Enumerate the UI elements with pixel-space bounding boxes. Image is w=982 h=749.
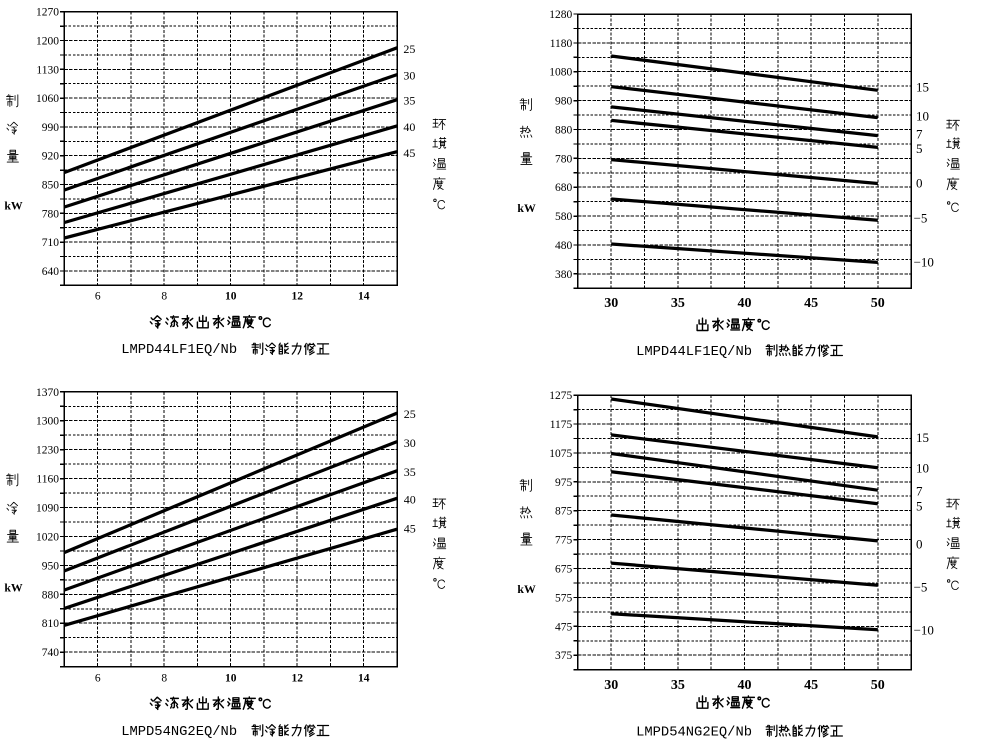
svg-text:680: 680: [555, 182, 573, 194]
svg-text:8: 8: [161, 673, 167, 685]
svg-text:45: 45: [404, 522, 416, 536]
svg-text:1090: 1090: [36, 503, 59, 515]
svg-text:1080: 1080: [549, 67, 572, 79]
svg-text:580: 580: [555, 211, 573, 223]
svg-text:10: 10: [916, 108, 929, 123]
svg-text:40: 40: [738, 678, 752, 693]
svg-text:6: 6: [95, 673, 101, 685]
svg-text:kW: kW: [517, 582, 536, 596]
svg-text:575: 575: [555, 592, 573, 604]
svg-text:850: 850: [42, 180, 60, 192]
svg-text:1270: 1270: [36, 7, 59, 19]
svg-text:35: 35: [403, 93, 415, 107]
svg-text:880: 880: [555, 125, 573, 137]
svg-text:775: 775: [555, 535, 573, 547]
svg-text:1370: 1370: [36, 387, 59, 399]
svg-text:1275: 1275: [549, 390, 572, 402]
svg-text:40: 40: [403, 120, 415, 134]
svg-text:25: 25: [404, 407, 416, 421]
svg-text:480: 480: [555, 240, 573, 252]
svg-text:50: 50: [871, 678, 885, 693]
svg-text:780: 780: [555, 153, 573, 165]
svg-text:5: 5: [916, 498, 923, 513]
svg-text:1230: 1230: [36, 445, 59, 457]
svg-text:35: 35: [671, 296, 685, 311]
svg-text:30: 30: [404, 436, 416, 450]
svg-text:LMPD54NG2EQ/Nb: LMPD54NG2EQ/Nb: [636, 724, 752, 740]
svg-text:−5: −5: [914, 210, 928, 225]
svg-text:14: 14: [358, 291, 370, 303]
svg-text:10: 10: [225, 673, 237, 685]
svg-text:1160: 1160: [36, 474, 59, 486]
svg-text:30: 30: [604, 296, 618, 311]
svg-text:45: 45: [403, 146, 415, 160]
svg-text:375: 375: [555, 650, 573, 662]
svg-text:15: 15: [916, 80, 929, 95]
svg-text:40: 40: [738, 296, 752, 311]
svg-text:10: 10: [916, 460, 929, 475]
svg-text:1060: 1060: [36, 93, 59, 105]
svg-text:0: 0: [916, 536, 923, 551]
svg-text:640: 640: [42, 266, 60, 278]
svg-text:LMPD54NG2EQ/Nb: LMPD54NG2EQ/Nb: [121, 724, 237, 740]
svg-text:−5: −5: [914, 579, 928, 594]
svg-text:0: 0: [916, 176, 923, 191]
svg-text:740: 740: [42, 647, 60, 659]
svg-text:1075: 1075: [549, 448, 572, 460]
svg-text:1200: 1200: [36, 36, 59, 48]
svg-text:45: 45: [804, 678, 818, 693]
svg-text:12: 12: [291, 673, 303, 685]
svg-text:15: 15: [916, 430, 929, 445]
svg-text:920: 920: [42, 151, 60, 163]
svg-text:35: 35: [671, 678, 685, 693]
svg-text:kW: kW: [517, 201, 536, 215]
svg-text:kW: kW: [4, 198, 23, 212]
svg-text:1180: 1180: [550, 38, 573, 50]
svg-text:880: 880: [42, 589, 60, 601]
svg-text:1300: 1300: [36, 416, 59, 428]
svg-text:14: 14: [358, 673, 370, 685]
svg-text:1280: 1280: [549, 9, 572, 21]
svg-text:25: 25: [403, 42, 415, 56]
svg-text:380: 380: [555, 269, 573, 281]
svg-text:LMPD44LF1EQ/Nb: LMPD44LF1EQ/Nb: [636, 344, 752, 360]
svg-text:−10: −10: [914, 622, 934, 637]
svg-text:5: 5: [916, 141, 923, 156]
svg-text:30: 30: [604, 678, 618, 693]
svg-text:675: 675: [555, 564, 573, 576]
svg-text:8: 8: [161, 291, 167, 303]
svg-text:710: 710: [42, 237, 60, 249]
svg-text:45: 45: [804, 296, 818, 311]
svg-text:50: 50: [871, 296, 885, 311]
svg-text:810: 810: [42, 618, 60, 630]
svg-text:975: 975: [555, 477, 573, 489]
svg-text:950: 950: [42, 560, 60, 572]
svg-text:980: 980: [555, 96, 573, 108]
svg-text:1020: 1020: [36, 532, 59, 544]
svg-text:1175: 1175: [550, 419, 573, 431]
svg-text:7: 7: [916, 126, 923, 141]
svg-text:10: 10: [225, 291, 237, 303]
svg-text:LMPD44LF1EQ/Nb: LMPD44LF1EQ/Nb: [121, 342, 237, 358]
svg-text:6: 6: [95, 291, 101, 303]
svg-text:12: 12: [291, 291, 303, 303]
svg-text:475: 475: [555, 621, 573, 633]
svg-text:40: 40: [404, 493, 416, 507]
svg-text:990: 990: [42, 122, 60, 134]
svg-text:875: 875: [555, 506, 573, 518]
svg-text:30: 30: [403, 69, 415, 83]
svg-text:7: 7: [916, 483, 923, 498]
svg-text:1130: 1130: [36, 64, 59, 76]
svg-text:−10: −10: [914, 254, 934, 269]
svg-text:35: 35: [404, 465, 416, 479]
svg-text:780: 780: [42, 208, 60, 220]
svg-text:kW: kW: [4, 581, 23, 595]
